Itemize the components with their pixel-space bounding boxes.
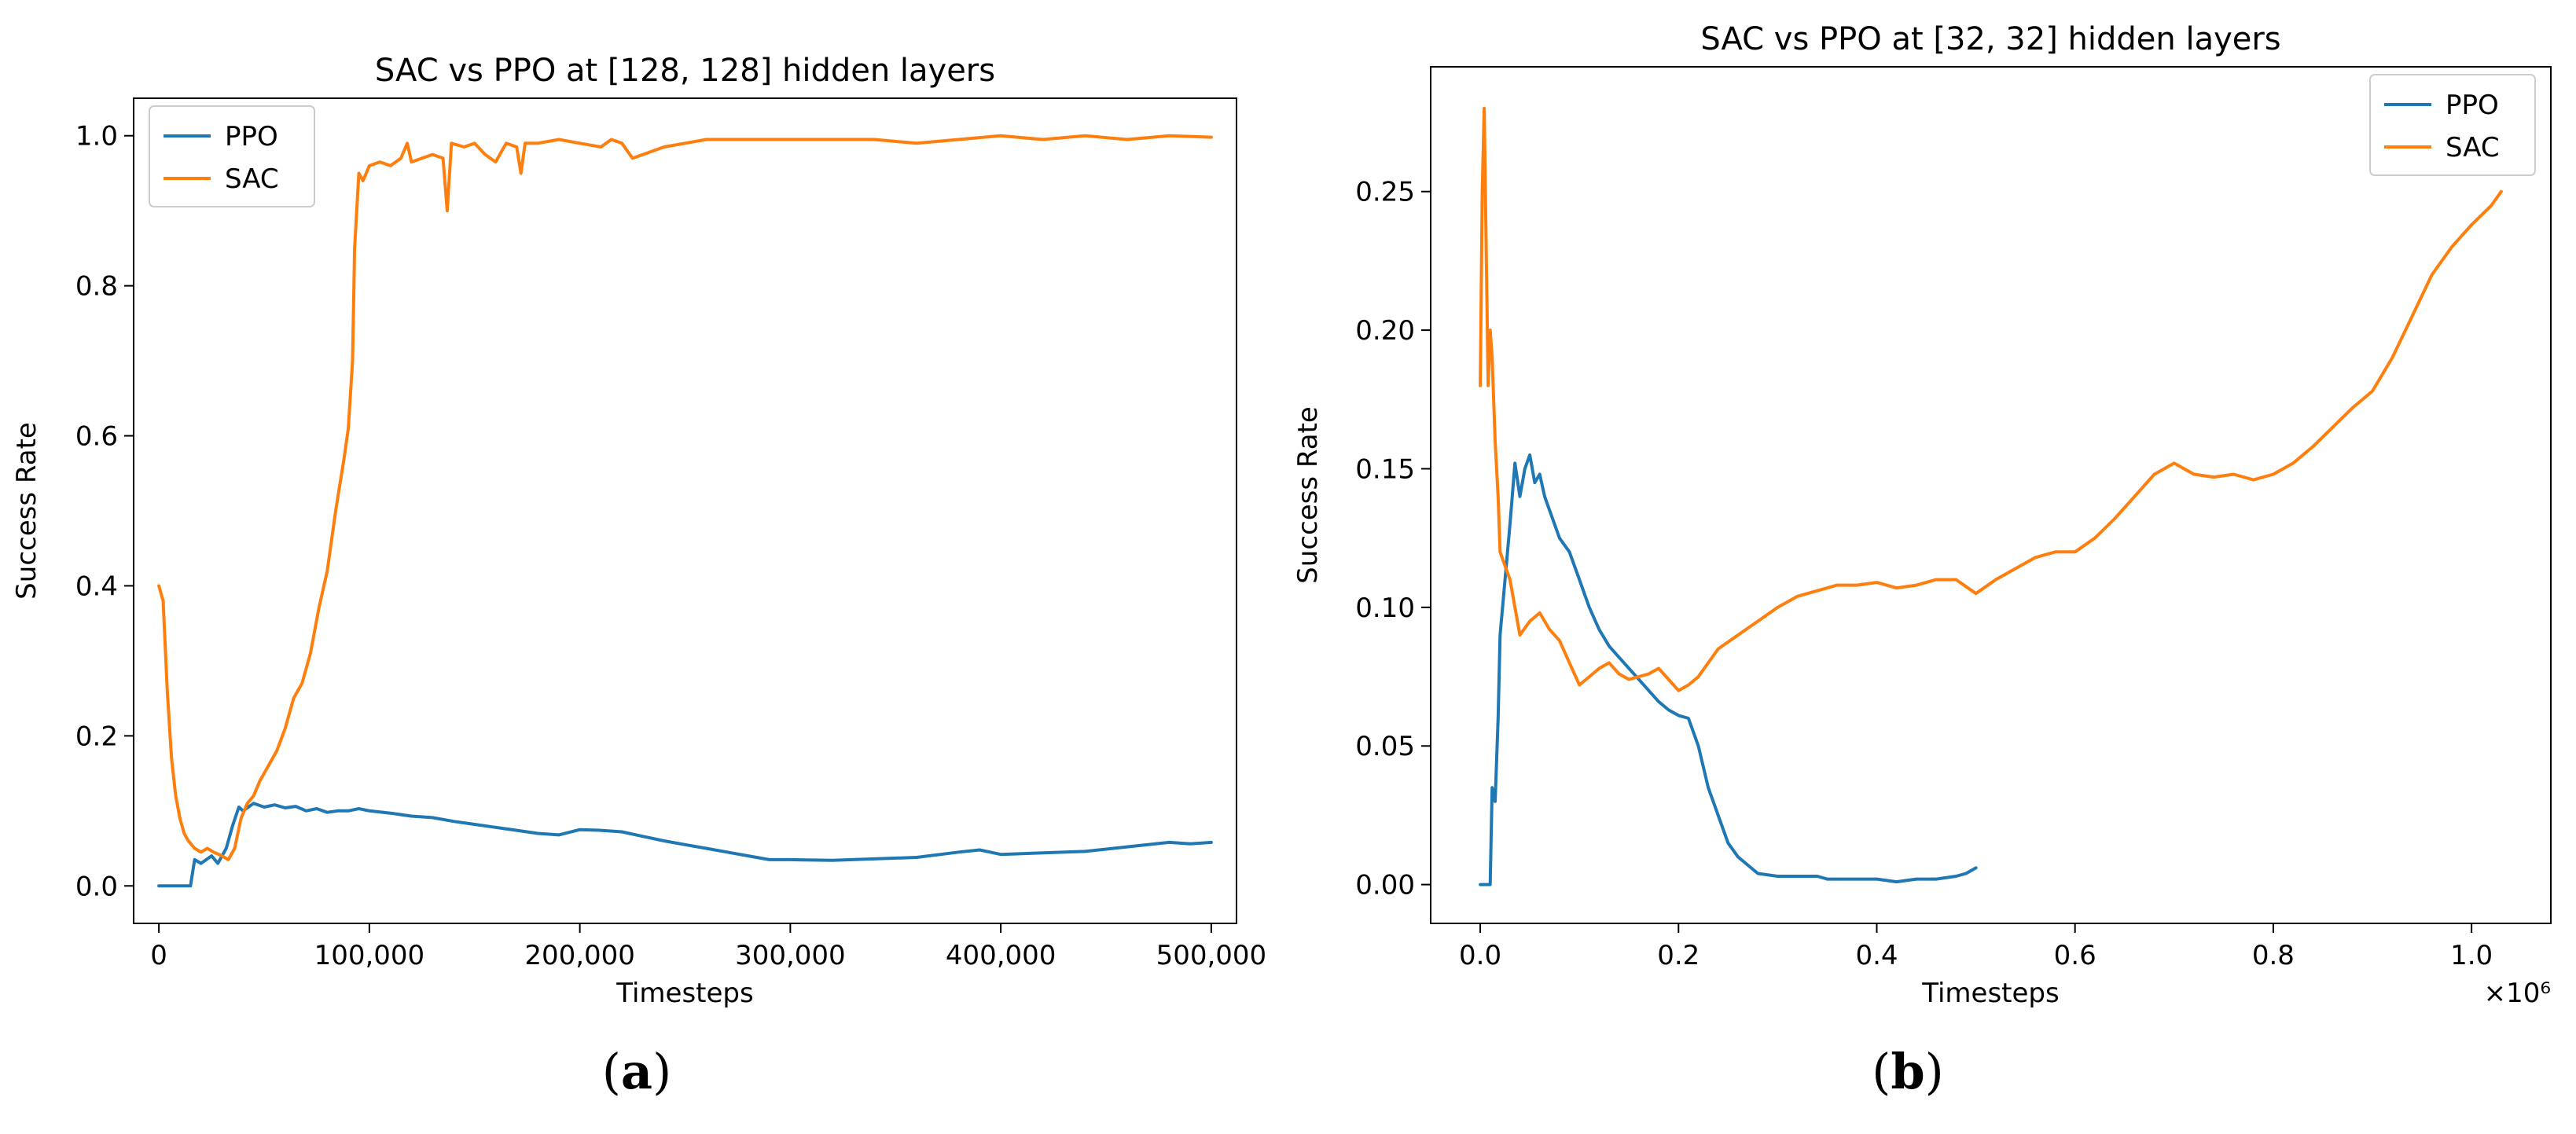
y-axis-label: Success Rate bbox=[11, 422, 42, 600]
x-tick-label: 0.4 bbox=[1855, 940, 1898, 971]
y-tick-label: 1.0 bbox=[75, 121, 118, 152]
legend-label-sac: SAC bbox=[2446, 132, 2500, 163]
y-tick-label: 0.6 bbox=[75, 421, 118, 453]
x-tick-label: 1.0 bbox=[2450, 940, 2493, 971]
x-axis-multiplier: ×10⁶ bbox=[2484, 978, 2551, 1009]
x-tick-label: 100,000 bbox=[314, 940, 425, 971]
x-tick-label: 300,000 bbox=[735, 940, 846, 971]
legend-label-ppo: PPO bbox=[2446, 90, 2499, 121]
series-line-sac bbox=[157, 134, 1213, 861]
chart-panel-a: SAC vs PPO at [128, 128] hidden layers 0 1… bbox=[11, 53, 1266, 1009]
x-axis-label: Timesteps bbox=[1921, 978, 2059, 1009]
x-tick-label: 200,000 bbox=[524, 940, 635, 971]
x-tick-label: 400,000 bbox=[946, 940, 1056, 971]
y-tick-label: 0.20 bbox=[1355, 315, 1415, 347]
y-tick-label: 0.2 bbox=[75, 721, 118, 752]
panel-label-a: (a) bbox=[602, 1043, 672, 1100]
x-tick-label: 500,000 bbox=[1156, 940, 1267, 971]
chart-title: SAC vs PPO at [32, 32] hidden layers bbox=[1700, 21, 2280, 57]
plot-frame bbox=[1430, 66, 2552, 924]
plot-frame bbox=[133, 97, 1237, 924]
legend-label-sac: SAC bbox=[225, 163, 279, 195]
panel-label-b: (b) bbox=[1872, 1043, 1944, 1100]
x-axis-label: Timesteps bbox=[616, 978, 753, 1009]
chart-title: SAC vs PPO at [128, 128] hidden layers bbox=[375, 53, 995, 89]
series-line-sac bbox=[1479, 106, 2503, 692]
y-tick-label: 0.10 bbox=[1355, 593, 1415, 624]
y-tick-label: 0.15 bbox=[1355, 453, 1415, 485]
series-line-ppo bbox=[157, 802, 1213, 888]
series-line-ppo bbox=[1479, 453, 1978, 886]
y-tick-label: 0.25 bbox=[1355, 177, 1415, 208]
y-tick-label: 0.05 bbox=[1355, 731, 1415, 762]
x-tick-label: 0.0 bbox=[1459, 940, 1501, 971]
x-tick-label: 0.6 bbox=[2054, 940, 2096, 971]
legend-label-ppo: PPO bbox=[225, 121, 278, 152]
y-tick-label: 0.4 bbox=[75, 571, 118, 602]
legend: PPO SAC bbox=[2369, 74, 2536, 176]
y-axis-label: Success Rate bbox=[1292, 406, 1324, 584]
legend: PPO SAC bbox=[149, 105, 315, 207]
y-tick-label: 0.00 bbox=[1355, 870, 1415, 901]
y-tick-label: 0.8 bbox=[75, 271, 118, 303]
x-tick-label: 0.8 bbox=[2252, 940, 2295, 971]
legend-box bbox=[149, 105, 315, 207]
legend-box bbox=[2369, 74, 2536, 176]
x-tick-label: 0.2 bbox=[1657, 940, 1700, 971]
y-tick-label: 0.0 bbox=[75, 871, 118, 902]
x-tick-label: 0 bbox=[150, 940, 167, 971]
